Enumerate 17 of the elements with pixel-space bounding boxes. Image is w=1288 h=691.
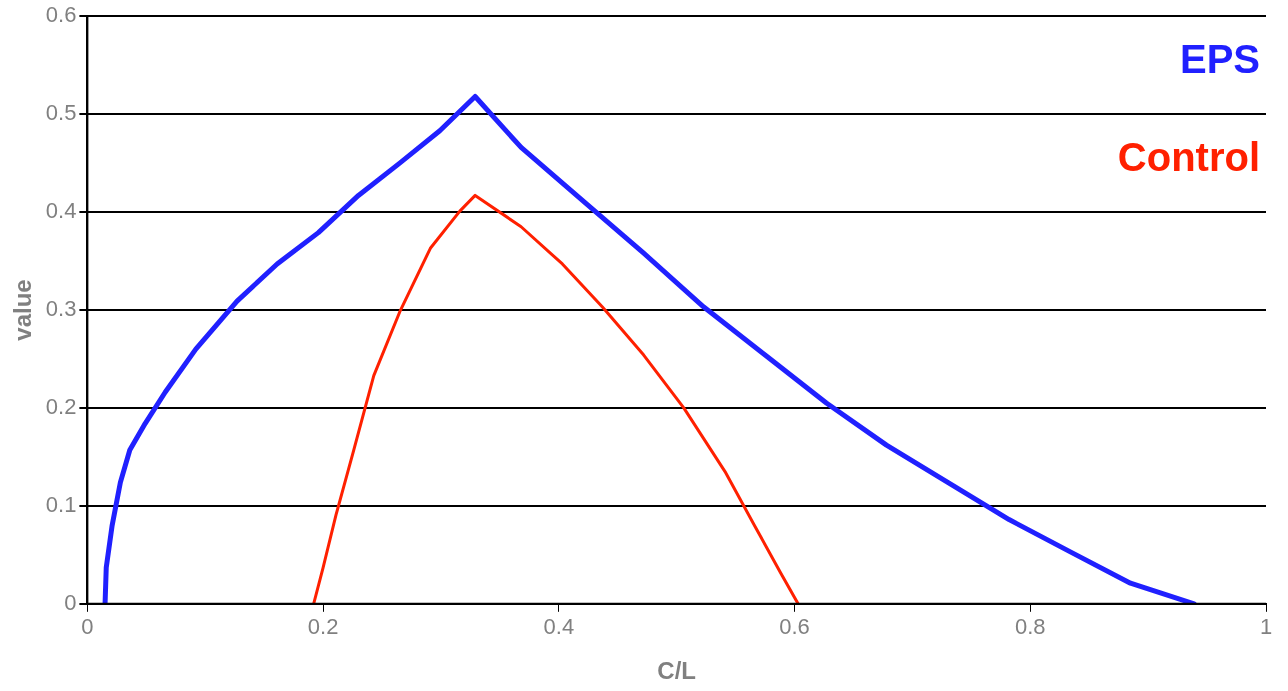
y-tick-label: 0.3 xyxy=(45,296,77,322)
x-tick-label: 0.4 xyxy=(543,614,575,640)
x-tick-label: 0.6 xyxy=(779,614,810,640)
x-tick-label: 0.2 xyxy=(307,614,339,640)
y-tick-label: 0.5 xyxy=(45,100,77,126)
x-tick-label: 0.8 xyxy=(1014,614,1046,640)
y-tick-label: 0.6 xyxy=(45,2,77,28)
y-tick-label: 0.1 xyxy=(45,491,77,517)
y-axis-title: value xyxy=(9,279,37,341)
text: Control xyxy=(1117,135,1260,180)
x-axis-title: C/L xyxy=(657,657,697,685)
text: EPS xyxy=(1179,37,1260,82)
y-tick-label: 0.2 xyxy=(45,394,77,419)
y-tick-label: 0 xyxy=(64,589,77,615)
x-tick-label: 1 xyxy=(1259,614,1273,640)
x-tick-label: 0 xyxy=(81,614,94,640)
y-tick-label: 0.4 xyxy=(45,198,77,224)
